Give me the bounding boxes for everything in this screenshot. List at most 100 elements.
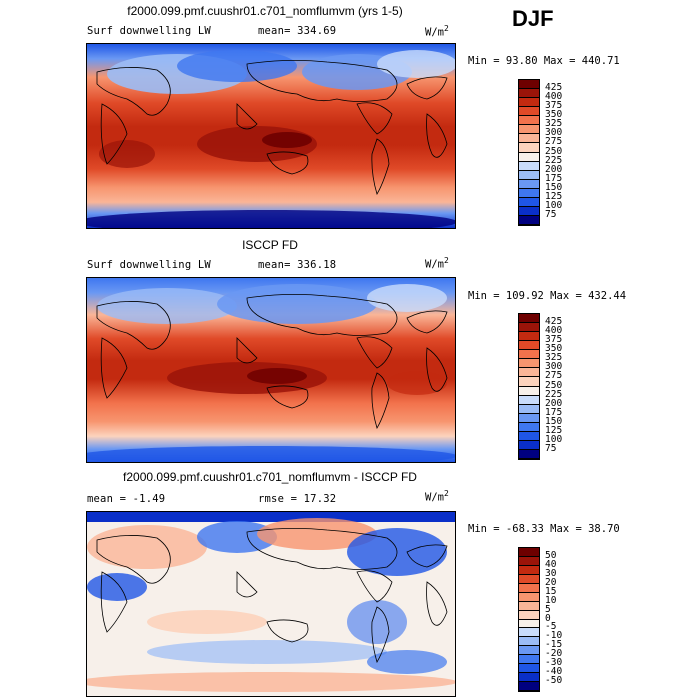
colorbar-tick-label: 200 <box>545 397 563 409</box>
colorbar-swatch <box>519 664 539 674</box>
colorbar-tick-label: 300 <box>545 127 563 139</box>
panel-1-title: f2000.099.pmf.cuushr01.c701_nomflumvm (y… <box>127 4 403 18</box>
colorbar-tick-label: 100 <box>545 199 563 211</box>
colorbar-swatch <box>519 314 539 324</box>
colorbar-swatch <box>519 413 539 423</box>
colorbar-swatch <box>519 80 539 90</box>
colorbar-tick-label: 425 <box>545 316 563 328</box>
panel-2-coastlines <box>96 294 448 429</box>
colorbar-swatch <box>519 637 539 647</box>
colorbar-swatch <box>519 350 539 360</box>
colorbar-tick-label: 0 <box>545 612 551 624</box>
colorbar-swatch <box>519 404 539 414</box>
colorbar-tick-label: 275 <box>545 370 563 382</box>
colorbar-swatch <box>519 619 539 629</box>
colorbar-swatch <box>519 377 539 387</box>
colorbar-swatch <box>519 646 539 656</box>
colorbar-tick-label: 100 <box>545 433 563 445</box>
colorbar-tick-label: 40 <box>545 558 557 570</box>
panel-2-colorbar <box>518 313 540 460</box>
season-label: DJF <box>512 6 554 31</box>
colorbar-swatch <box>519 440 539 450</box>
colorbar-swatch <box>519 368 539 378</box>
colorbar-tick-label: -5 <box>545 621 557 633</box>
panel-2-unit: W/m2 <box>425 256 449 271</box>
colorbar-swatch <box>519 89 539 99</box>
colorbar-tick-label: 225 <box>545 154 563 166</box>
panel-3-colorbar <box>518 547 540 692</box>
colorbar-swatch <box>519 332 539 342</box>
colorbar-swatch <box>519 395 539 405</box>
colorbar-tick-label: 175 <box>545 406 563 418</box>
colorbar-tick-label: 350 <box>545 109 563 121</box>
colorbar-tick-label: 75 <box>545 442 557 454</box>
colorbar-tick-label: 325 <box>545 352 563 364</box>
colorbar-swatch <box>519 565 539 575</box>
colorbar-tick-label: 425 <box>545 82 563 94</box>
colorbar-swatch <box>519 170 539 180</box>
panel-3-colorbar-labels: -50 -40 -30 -20 -15 -10 -5 0 5 10 15 20 30 40 50 <box>545 547 585 692</box>
colorbar-swatch <box>519 134 539 144</box>
colorbar-swatch <box>519 583 539 593</box>
colorbar-swatch <box>519 323 539 333</box>
panel-3-mean: mean = -1.49 <box>87 493 166 505</box>
colorbar-tick-label: -50 <box>545 675 563 687</box>
colorbar-tick-label: 20 <box>545 576 557 588</box>
panel-3-rmse: rmse = 17.32 <box>258 493 337 505</box>
panel-2-minmax: Min = 109.92 Max = 432.44 <box>468 290 627 302</box>
colorbar-tick-label: 225 <box>545 388 563 400</box>
colorbar-swatch <box>519 116 539 126</box>
colorbar-tick-label: 30 <box>545 567 557 579</box>
colorbar-swatch <box>519 655 539 665</box>
colorbar-swatch <box>519 152 539 162</box>
colorbar-tick-label: 150 <box>545 415 563 427</box>
colorbar-swatch <box>519 188 539 198</box>
colorbar-tick-label: 50 <box>545 549 557 561</box>
panel-3-coastlines <box>96 528 448 663</box>
panel-1-colorbar-labels: 75 100 125 150 175 200 225 250 275 300 325 350 375 40… <box>545 79 585 226</box>
panel-2-title: ISCCP FD <box>242 238 298 252</box>
colorbar-tick-label: -10 <box>545 630 563 642</box>
colorbar-tick-label: 125 <box>545 190 563 202</box>
colorbar-swatch <box>519 601 539 611</box>
colorbar-swatch <box>519 574 539 584</box>
panel-1-unit: W/m2 <box>425 24 449 39</box>
colorbar-swatch <box>519 610 539 620</box>
colorbar-tick-label: -20 <box>545 648 563 660</box>
colorbar-swatch <box>519 359 539 369</box>
colorbar-swatch <box>519 548 539 557</box>
colorbar-swatch <box>519 386 539 396</box>
colorbar-tick-label: 15 <box>545 585 557 597</box>
colorbar-tick-label: 375 <box>545 334 563 346</box>
panel-1-map <box>86 43 456 229</box>
colorbar-tick-label: 75 <box>545 208 557 220</box>
colorbar-swatch <box>519 143 539 153</box>
colorbar-tick-label: 250 <box>545 145 563 157</box>
colorbar-swatch <box>519 592 539 602</box>
colorbar-tick-label: 250 <box>545 379 563 391</box>
colorbar-swatch <box>519 179 539 189</box>
colorbar-tick-label: 150 <box>545 181 563 193</box>
panel-2-colorbar-labels: 75 100 125 150 175 200 225 250 275 300 325 350 375 40… <box>545 313 585 460</box>
panel-3-unit: W/m2 <box>425 489 449 504</box>
colorbar-tick-label: 175 <box>545 172 563 184</box>
colorbar-tick-label: 350 <box>545 343 563 355</box>
colorbar-swatch <box>519 449 539 459</box>
panel-1-field-label: Surf downwelling LW <box>87 25 211 37</box>
colorbar-swatch <box>519 98 539 108</box>
colorbar-tick-label: 300 <box>545 361 563 373</box>
colorbar-swatch <box>519 206 539 216</box>
panel-3-title: f2000.099.pmf.cuushr01.c701_nomflumvm - … <box>123 470 417 484</box>
colorbar-swatch <box>519 197 539 207</box>
colorbar-tick-label: 275 <box>545 136 563 148</box>
colorbar-swatch <box>519 107 539 117</box>
colorbar-swatch <box>519 682 539 691</box>
colorbar-tick-label: -40 <box>545 666 563 678</box>
colorbar-tick-label: 5 <box>545 603 551 615</box>
colorbar-swatch <box>519 556 539 566</box>
colorbar-tick-label: 400 <box>545 325 563 337</box>
colorbar-tick-label: 10 <box>545 594 557 606</box>
panel-2-map <box>86 277 456 463</box>
colorbar-swatch <box>519 215 539 225</box>
panel-1-coastlines <box>96 60 448 195</box>
